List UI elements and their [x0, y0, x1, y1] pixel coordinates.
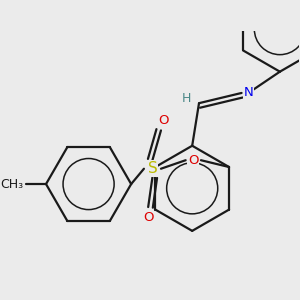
Text: CH₃: CH₃	[0, 178, 23, 190]
Text: O: O	[158, 114, 169, 127]
Text: O: O	[143, 211, 153, 224]
Text: H: H	[182, 92, 191, 105]
Text: O: O	[188, 154, 199, 167]
Text: N: N	[244, 86, 253, 100]
Text: S: S	[148, 161, 157, 176]
